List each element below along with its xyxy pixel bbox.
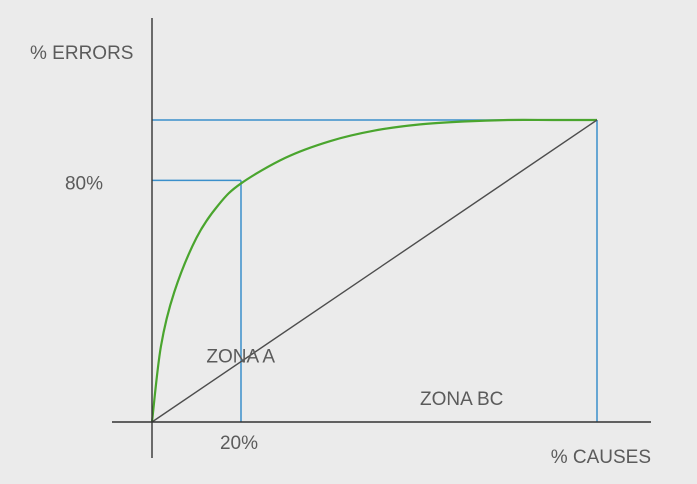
zone-annotations: ZONA A ZONA BC <box>206 347 503 410</box>
y-tick-label-0: 80% <box>65 173 103 194</box>
tick-labels: 20% 80% <box>65 173 258 454</box>
zone-label-0: ZONA A <box>206 347 275 368</box>
axes <box>112 18 651 458</box>
series-line-0 <box>150 118 597 423</box>
y-axis-label: % ERRORS <box>30 43 133 64</box>
series-line-1 <box>151 119 598 423</box>
zone-label-1: ZONA BC <box>420 389 503 410</box>
x-axis-label: % CAUSES <box>551 447 651 468</box>
x-tick-label-0: 20% <box>220 433 258 454</box>
series-lines <box>150 118 598 423</box>
